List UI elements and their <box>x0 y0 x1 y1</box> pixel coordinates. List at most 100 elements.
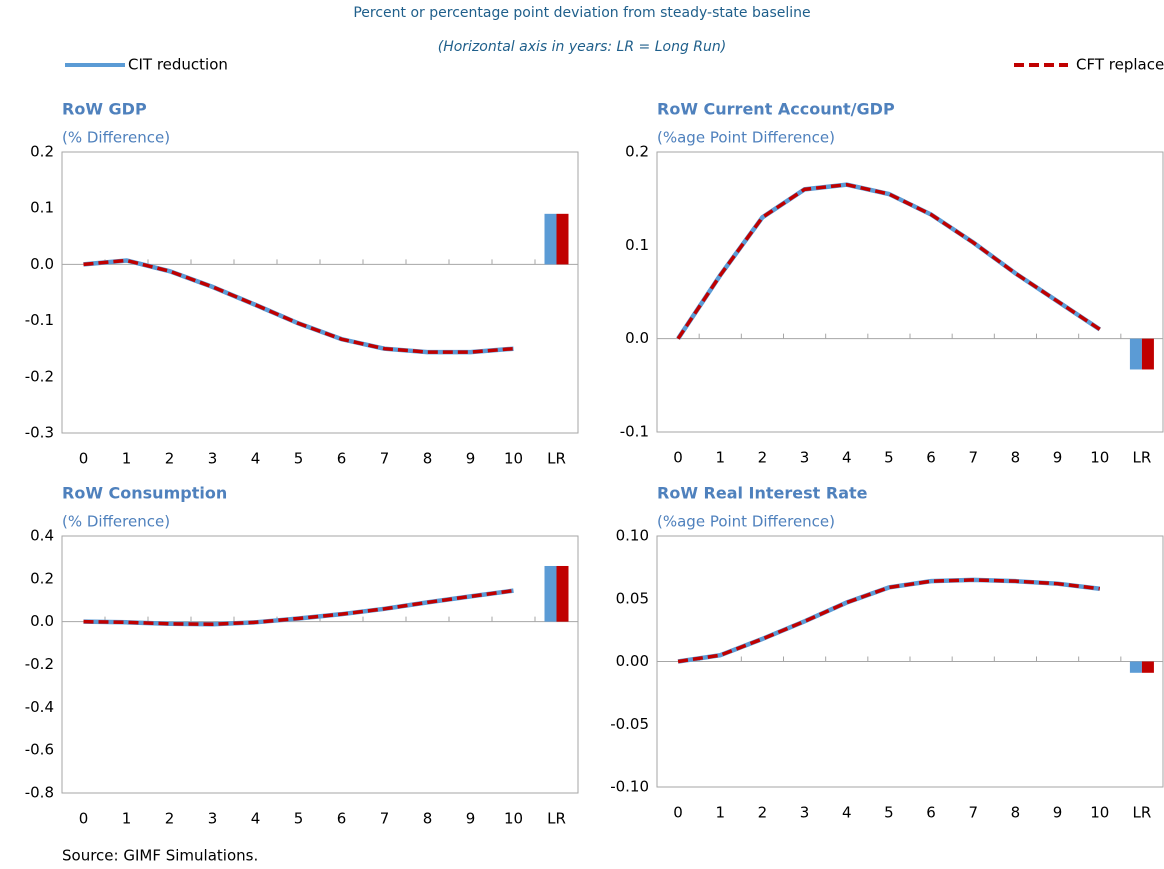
x-tick-label: 8 <box>423 450 433 468</box>
panel-title: RoW Consumption <box>62 484 227 503</box>
y-tick-label: 0.0 <box>625 329 649 347</box>
x-tick-label: 1 <box>715 449 725 467</box>
y-tick-label: 0.10 <box>616 527 649 545</box>
x-tick-label: 1 <box>122 450 132 468</box>
x-tick-label: 6 <box>926 804 936 822</box>
source: Source: GIMF Simulations. <box>62 847 258 865</box>
x-tick-label: LR <box>1133 804 1152 822</box>
plot-frame <box>656 151 1164 433</box>
x-tick-label: 8 <box>1011 449 1021 467</box>
x-tick-label: 4 <box>842 449 852 467</box>
y-tick-label: -0.10 <box>610 778 649 796</box>
y-tick-label: 0.00 <box>616 652 649 670</box>
y-tick-label: -0.8 <box>25 784 54 802</box>
y-tick-label: -0.2 <box>25 655 54 673</box>
x-tick-label: 7 <box>380 450 390 468</box>
bar <box>1141 661 1154 673</box>
y-tick-label: 0.05 <box>616 589 649 607</box>
y-tick-label: 0.2 <box>30 569 54 587</box>
y-tick-label: 0.1 <box>625 236 649 254</box>
x-tick-label: 6 <box>337 810 347 828</box>
x-tick-label: 10 <box>1090 804 1109 822</box>
figure-subtitle: Percent or percentage point deviation fr… <box>353 5 810 21</box>
x-tick-label: 8 <box>423 810 433 828</box>
y-tick-label: -0.6 <box>25 741 54 759</box>
x-tick-label: 9 <box>466 810 476 828</box>
x-tick-label: 10 <box>504 450 523 468</box>
y-tick-label: 0.2 <box>30 143 54 161</box>
panel-title: RoW GDP <box>62 100 147 119</box>
x-tick-label: 1 <box>715 804 725 822</box>
figure-note: (Horizontal axis in years: LR = Long Run… <box>438 39 726 55</box>
x-tick-label: LR <box>547 450 566 468</box>
x-tick-label: 8 <box>1011 804 1021 822</box>
y-tick-label: -0.3 <box>25 424 54 442</box>
panel-subtitle: (%age Point Difference) <box>657 129 835 147</box>
series-line <box>676 182 1101 340</box>
x-tick-label: 6 <box>926 449 936 467</box>
x-tick-label: LR <box>1133 449 1152 467</box>
y-tick-label: -0.4 <box>25 698 54 716</box>
bar <box>1129 338 1142 370</box>
series-line <box>676 182 1101 340</box>
series-line <box>83 258 514 355</box>
x-tick-label: 0 <box>673 449 683 467</box>
x-tick-label: 0 <box>79 450 89 468</box>
panel-title: RoW Current Account/GDP <box>657 100 895 119</box>
bar <box>556 565 569 622</box>
y-tick-label: 0.4 <box>30 527 54 545</box>
series-line <box>83 258 514 354</box>
bar <box>544 565 557 622</box>
y-tick-label: -0.05 <box>610 715 649 733</box>
series-line <box>677 578 1100 664</box>
panel-subtitle: (% Difference) <box>62 129 170 147</box>
x-tick-label: 4 <box>251 810 261 828</box>
bar <box>1129 661 1142 673</box>
series-line <box>83 588 514 626</box>
x-tick-label: 9 <box>1053 449 1063 467</box>
y-tick-label: 0.1 <box>30 199 54 217</box>
x-tick-label: 7 <box>968 449 978 467</box>
plot-frame <box>61 535 579 794</box>
x-tick-label: 4 <box>251 450 261 468</box>
panel-title: RoW Real Interest Rate <box>657 484 868 503</box>
x-tick-label: 3 <box>208 810 218 828</box>
bar <box>1141 338 1154 370</box>
x-tick-label: 5 <box>884 804 894 822</box>
x-tick-label: 2 <box>165 450 175 468</box>
x-tick-label: 7 <box>380 810 390 828</box>
y-tick-label: -0.1 <box>25 311 54 329</box>
x-tick-label: 9 <box>1053 804 1063 822</box>
x-tick-label: 2 <box>165 810 175 828</box>
bar <box>556 213 569 265</box>
bar <box>544 213 557 265</box>
x-tick-label: 4 <box>842 804 852 822</box>
x-tick-label: 2 <box>758 804 768 822</box>
x-tick-label: 10 <box>1090 449 1109 467</box>
y-tick-label: 0.2 <box>625 143 649 161</box>
x-tick-label: 5 <box>294 450 304 468</box>
y-tick-label: -0.2 <box>25 367 54 385</box>
x-tick-label: 3 <box>800 449 810 467</box>
x-tick-label: 6 <box>337 450 347 468</box>
series-line <box>677 577 1101 664</box>
legend-label: CFT replacement <box>1076 56 1164 74</box>
y-tick-label: 0.0 <box>30 612 54 630</box>
x-tick-label: 0 <box>673 804 683 822</box>
x-tick-label: LR <box>547 810 566 828</box>
x-tick-label: 3 <box>800 804 810 822</box>
panel-subtitle: (%age Point Difference) <box>657 513 835 531</box>
x-tick-label: 2 <box>758 449 768 467</box>
x-tick-label: 7 <box>968 804 978 822</box>
x-tick-label: 10 <box>504 810 523 828</box>
y-tick-label: 0.0 <box>30 255 54 273</box>
x-tick-label: 3 <box>208 450 218 468</box>
x-tick-label: 5 <box>884 449 894 467</box>
x-tick-label: 1 <box>122 810 132 828</box>
panel-subtitle: (% Difference) <box>62 513 170 531</box>
plot-frame <box>61 151 579 434</box>
x-tick-label: 5 <box>294 810 304 828</box>
x-tick-label: 0 <box>79 810 89 828</box>
legend-label: CIT reduction <box>128 56 228 74</box>
